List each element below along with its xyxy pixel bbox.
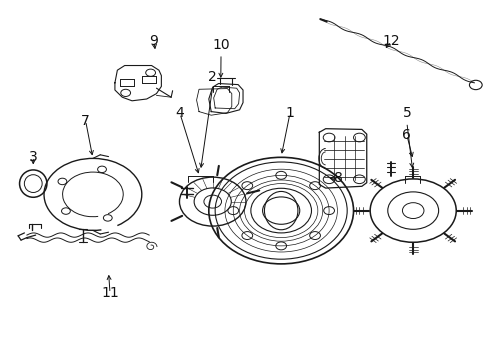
Text: 9: 9 [149, 35, 158, 48]
Text: 7: 7 [81, 114, 90, 127]
Text: 5: 5 [402, 107, 410, 120]
Text: 2: 2 [208, 71, 217, 84]
Text: 1: 1 [285, 107, 294, 120]
Text: 8: 8 [333, 171, 342, 185]
Text: 11: 11 [101, 287, 119, 300]
Text: 6: 6 [402, 128, 410, 142]
Text: 10: 10 [212, 38, 229, 52]
Text: 3: 3 [29, 150, 38, 163]
Text: 12: 12 [382, 35, 399, 48]
Text: 4: 4 [175, 107, 184, 120]
